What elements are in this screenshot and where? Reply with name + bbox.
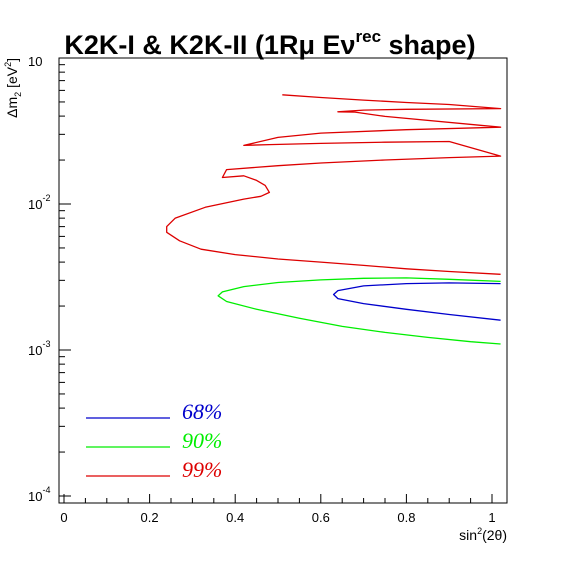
x-tick-label: 0.4 xyxy=(226,510,244,525)
contour-curves xyxy=(166,94,502,345)
y-tick-label-top: 10 xyxy=(28,54,42,69)
y-tick-label: 10-3 xyxy=(28,339,50,358)
x-tick-label: 0.2 xyxy=(141,510,159,525)
x-tick-label: 0.6 xyxy=(312,510,330,525)
y-axis-label: Δm2 [eV2] xyxy=(3,58,23,118)
contour-99-percent xyxy=(166,94,502,275)
x-axis-label: sin2(2θ) xyxy=(459,526,507,543)
y-tick-label: 10-2 xyxy=(28,193,50,212)
y-axis: 10-2 10-3 10-4 10 xyxy=(28,54,71,504)
legend-label: 99% xyxy=(182,457,222,482)
chart-title: K2K-I & K2K-II (1Rμ Eνrec shape) xyxy=(64,27,475,60)
y-tick-label: 10-4 xyxy=(28,485,50,504)
contour-68-percent xyxy=(332,282,501,321)
x-tick-label: 0.8 xyxy=(397,510,415,525)
legend-label: 68% xyxy=(182,399,222,424)
contour-90-percent xyxy=(217,277,501,345)
legend-label: 90% xyxy=(182,428,222,453)
x-tick-label: 1 xyxy=(488,510,495,525)
x-tick-label: 0 xyxy=(60,510,67,525)
legend: 68% 90% 99% xyxy=(86,399,222,482)
x-axis: 0 0.2 0.4 0.6 0.8 1 xyxy=(60,494,496,525)
